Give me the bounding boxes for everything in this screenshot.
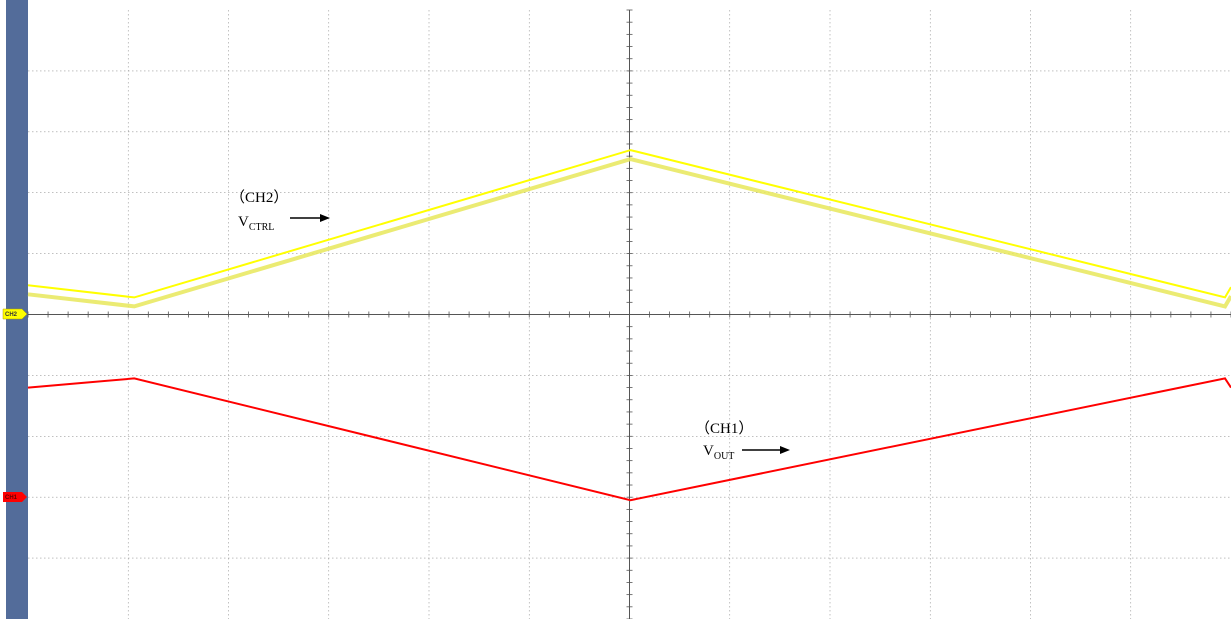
- ch2-marker-shape: [2, 308, 28, 320]
- ch1-marker-label: CH1: [5, 495, 18, 501]
- ch2-trace: [27, 149, 1231, 299]
- vctrl-label: VCTRL: [238, 214, 274, 233]
- ch2-arrow-head: [320, 214, 330, 222]
- vout-label: VOUT: [703, 443, 734, 462]
- ch2-annotation: （CH2） VCTRL: [230, 189, 330, 233]
- ch2-label: （CH2）: [230, 189, 288, 206]
- ch2-marker-label: CH2: [5, 312, 18, 318]
- scope-grid: [27, 9, 1231, 619]
- ch1-marker: CH1: [3, 492, 27, 502]
- ch2-marker: CH2: [2, 308, 28, 320]
- ch1-marker-shape: [3, 492, 27, 502]
- ch1-annotation: （CH1） VOUT: [695, 420, 790, 462]
- ch2-trace-shadow: [27, 157, 1231, 309]
- traces: [27, 149, 1231, 502]
- ch1-label: （CH1）: [695, 420, 753, 437]
- ch1-arrow-head: [780, 446, 790, 454]
- ch1-trace: [27, 377, 1231, 502]
